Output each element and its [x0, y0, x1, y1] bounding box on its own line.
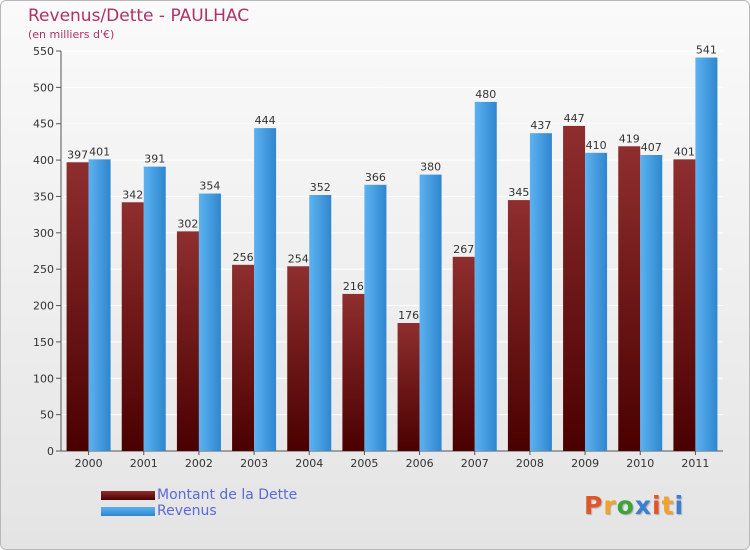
y-tick-label: 50: [40, 409, 54, 422]
bar-revenue: [198, 193, 221, 451]
bar-revenue: [143, 166, 166, 452]
data-label-revenue: 380: [420, 161, 441, 174]
logo-letter: P: [584, 491, 604, 520]
y-tick-label: 300: [33, 227, 54, 240]
data-label-debt: 419: [619, 132, 640, 145]
x-tick-label: 2000: [75, 457, 103, 470]
bar-revenue: [254, 128, 277, 451]
y-tick-label: 400: [33, 154, 54, 167]
bar-debt: [176, 231, 199, 451]
x-tick-label: 2005: [350, 457, 378, 470]
proxiti-logo: Proxiti: [584, 491, 684, 520]
bar-revenue: [364, 184, 387, 451]
bar-debt: [618, 146, 641, 452]
data-label-debt: 267: [453, 243, 474, 256]
logo-letter: r: [603, 491, 617, 520]
data-label-revenue: 352: [310, 181, 331, 194]
y-tick-label: 500: [33, 81, 54, 94]
legend-label-revenue: Revenus: [157, 503, 217, 519]
x-tick-label: 2007: [461, 457, 489, 470]
bar-debt: [121, 202, 144, 451]
data-label-revenue: 437: [530, 119, 551, 132]
bar-debt: [673, 159, 696, 451]
x-tick-label: 2009: [571, 457, 599, 470]
legend-swatch-revenue: [101, 506, 155, 516]
data-label-debt: 216: [343, 280, 364, 293]
y-tick-label: 200: [33, 300, 54, 313]
data-label-revenue: 480: [475, 88, 496, 101]
data-label-revenue: 407: [641, 141, 662, 154]
x-tick-label: 2011: [681, 457, 709, 470]
data-label-debt: 256: [233, 251, 254, 264]
data-label-debt: 345: [508, 186, 529, 199]
bar-debt: [287, 266, 310, 451]
data-labels: 397 4013423913023542564442543522163661763…: [67, 44, 717, 322]
y-tick-label: 450: [33, 118, 54, 131]
bar-debt: [507, 200, 530, 451]
bars: [66, 57, 718, 452]
x-tick-label: 2001: [130, 457, 158, 470]
axes: 0 50 100 150 200 250 300 350 400 450 500 550 2000 200…: [33, 45, 723, 470]
bar-revenue: [640, 155, 663, 451]
bar-revenue: [585, 152, 608, 451]
logo-letter: t: [661, 491, 675, 520]
bar-revenue: [474, 101, 497, 451]
data-label-revenue: 401: [89, 145, 110, 158]
bar-revenue: [529, 133, 552, 451]
legend-swatch-debt: [101, 490, 155, 500]
x-tick-label: 2004: [295, 457, 323, 470]
y-tick-label: 250: [33, 263, 54, 276]
bar-revenue: [309, 195, 332, 451]
bar-debt: [397, 323, 420, 451]
data-label-revenue: 391: [144, 153, 165, 166]
x-tick-label: 2003: [240, 457, 268, 470]
y-tick-label: 550: [33, 45, 54, 58]
legend: Montant de la Dette Revenus: [101, 487, 297, 519]
data-label-revenue: 444: [255, 114, 276, 127]
x-tick-label: 2006: [406, 457, 434, 470]
data-label-revenue: 366: [365, 171, 386, 184]
y-tick-label: 100: [33, 372, 54, 385]
data-label-debt: 342: [122, 188, 143, 201]
chart-title: Revenus/Dette - PAULHAC: [28, 6, 250, 26]
data-label-debt: 447: [564, 112, 585, 125]
data-label-debt: 254: [288, 252, 309, 265]
data-label-debt: 401: [674, 145, 695, 158]
bar-debt: [232, 264, 255, 451]
bar-revenue: [419, 174, 442, 452]
bar-revenue: [88, 159, 111, 451]
y-tick-label: 150: [33, 336, 54, 349]
legend-item-debt: Montant de la Dette: [101, 487, 297, 503]
y-tick-label: 0: [47, 445, 54, 458]
chart-subtitle: (en milliers d'€): [28, 28, 115, 41]
legend-item-revenue: Revenus: [101, 503, 297, 519]
data-label-revenue: 410: [586, 139, 607, 152]
logo-letter: i: [674, 491, 685, 520]
data-label-revenue: 354: [199, 180, 220, 193]
data-label-debt: 302: [177, 217, 198, 230]
x-tick-label: 2008: [516, 457, 544, 470]
data-label-debt: 176: [398, 309, 419, 322]
bar-revenue: [695, 57, 718, 451]
y-tick-label: 350: [33, 190, 54, 203]
bar-debt: [452, 256, 475, 451]
x-tick-label: 2002: [185, 457, 213, 470]
data-label-debt: 397: [67, 148, 88, 161]
bar-debt: [342, 293, 365, 451]
grid-lines: [61, 50, 723, 416]
logo-letter: x: [634, 491, 652, 520]
legend-label-debt: Montant de la Dette: [157, 487, 298, 503]
bar-debt: [563, 125, 586, 451]
logo-letter: i: [652, 491, 662, 520]
logo-letter: o: [616, 491, 635, 520]
x-tick-label: 2010: [626, 457, 654, 470]
bar-debt: [66, 162, 89, 452]
data-label-revenue: 541: [696, 44, 717, 57]
